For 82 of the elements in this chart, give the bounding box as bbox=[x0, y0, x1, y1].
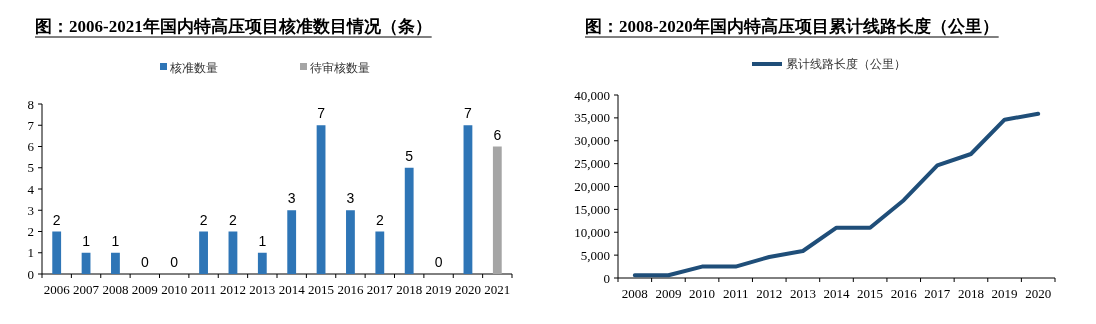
bar bbox=[346, 210, 355, 274]
bar bbox=[81, 252, 91, 274]
bar bbox=[228, 231, 238, 274]
bar bbox=[199, 231, 208, 274]
y-tick-label: 7 bbox=[27, 117, 35, 133]
x-tick-label: 2015 bbox=[308, 282, 335, 297]
data-label: 0 bbox=[434, 254, 443, 270]
line-series bbox=[632, 111, 1041, 278]
x-tick-label: 2011 bbox=[190, 282, 217, 297]
data-label: 2 bbox=[199, 211, 208, 228]
y-tick-label: 0 bbox=[603, 270, 610, 286]
data-label: 1 bbox=[82, 232, 91, 249]
data-label: 3 bbox=[287, 190, 296, 207]
data-label: 2 bbox=[229, 211, 238, 228]
y-tick-label: 35,000 bbox=[574, 110, 610, 126]
y-tick-label: 30,000 bbox=[574, 133, 610, 149]
x-tick-label: 2013 bbox=[789, 286, 816, 301]
x-tick-label: 2017 bbox=[924, 286, 951, 301]
legend-label: 累计线路长度（公里） bbox=[786, 57, 906, 71]
y-tick-label: 25,000 bbox=[574, 156, 610, 172]
data-label: 3 bbox=[346, 190, 355, 207]
y-tick-label: 15,000 bbox=[574, 201, 610, 217]
legend-label: 核准数量 bbox=[169, 61, 218, 75]
x-tick-label: 2008 bbox=[621, 286, 648, 301]
y-tick-label: 20,000 bbox=[574, 179, 610, 194]
x-tick-label: 2019 bbox=[991, 286, 1018, 301]
bar bbox=[52, 231, 62, 274]
y-tick-label: 4 bbox=[27, 181, 35, 197]
x-tick-label: 2019 bbox=[425, 282, 452, 297]
data-label: 0 bbox=[140, 254, 149, 270]
x-tick-label: 2021 bbox=[484, 282, 511, 297]
x-tick-label: 2018 bbox=[957, 286, 984, 301]
chart-title: 图：2006-2021年国内特高压项目核准数目情况（条） bbox=[35, 17, 432, 36]
bar bbox=[375, 231, 385, 274]
bar bbox=[316, 125, 326, 274]
data-label: 7 bbox=[317, 105, 326, 122]
x-tick-label: 2018 bbox=[396, 282, 423, 297]
x-tick-label: 2016 bbox=[890, 286, 918, 301]
x-tick-label: 2012 bbox=[756, 286, 783, 301]
bar bbox=[492, 146, 502, 274]
legend-label: 待审核数量 bbox=[310, 61, 370, 75]
data-label: 0 bbox=[170, 254, 179, 270]
x-tick-label: 2006 bbox=[43, 282, 71, 297]
x-tick-label: 2007 bbox=[73, 282, 100, 297]
x-tick-label: 2013 bbox=[249, 282, 276, 297]
bar bbox=[257, 252, 267, 274]
data-label: 7 bbox=[464, 105, 473, 122]
x-tick-label: 2014 bbox=[278, 282, 306, 297]
bar bbox=[463, 125, 473, 274]
data-label: 1 bbox=[258, 232, 267, 249]
y-tick-label: 2 bbox=[27, 224, 34, 239]
x-tick-label: 2009 bbox=[131, 282, 158, 297]
bar bbox=[404, 167, 414, 274]
x-tick-label: 2020 bbox=[1025, 286, 1052, 301]
bar bbox=[111, 252, 120, 274]
y-tick-label: 10,000 bbox=[574, 224, 610, 240]
y-tick-label: 5,000 bbox=[580, 247, 610, 263]
y-tick-label: 6 bbox=[27, 139, 35, 154]
x-tick-label: 2016 bbox=[337, 282, 364, 297]
data-label: 2 bbox=[52, 211, 61, 228]
data-label: 2 bbox=[375, 211, 384, 228]
y-tick-label: 8 bbox=[27, 96, 34, 112]
x-tick-label: 2008 bbox=[102, 282, 129, 297]
y-tick-label: 0 bbox=[27, 266, 34, 282]
y-tick-label: 5 bbox=[27, 160, 34, 176]
y-tick-label: 40,000 bbox=[574, 87, 610, 103]
data-label: 5 bbox=[405, 147, 414, 164]
x-tick-label: 2010 bbox=[689, 286, 716, 301]
x-tick-label: 2014 bbox=[823, 286, 850, 301]
y-tick-label: 1 bbox=[27, 245, 34, 261]
chart-title: 图：2008-2020年国内特高压项目累计线路长度（公里） bbox=[585, 17, 999, 36]
x-tick-label: 2009 bbox=[655, 286, 682, 301]
x-tick-label: 2020 bbox=[454, 282, 481, 297]
data-label: 6 bbox=[493, 126, 502, 143]
x-tick-label: 2010 bbox=[161, 282, 188, 297]
y-tick-label: 3 bbox=[27, 202, 34, 218]
bar bbox=[287, 210, 297, 274]
x-tick-label: 2012 bbox=[219, 282, 246, 297]
x-tick-label: 2017 bbox=[366, 282, 394, 297]
x-tick-label: 2015 bbox=[857, 286, 884, 301]
data-label: 1 bbox=[111, 232, 120, 249]
x-tick-label: 2011 bbox=[722, 286, 749, 301]
